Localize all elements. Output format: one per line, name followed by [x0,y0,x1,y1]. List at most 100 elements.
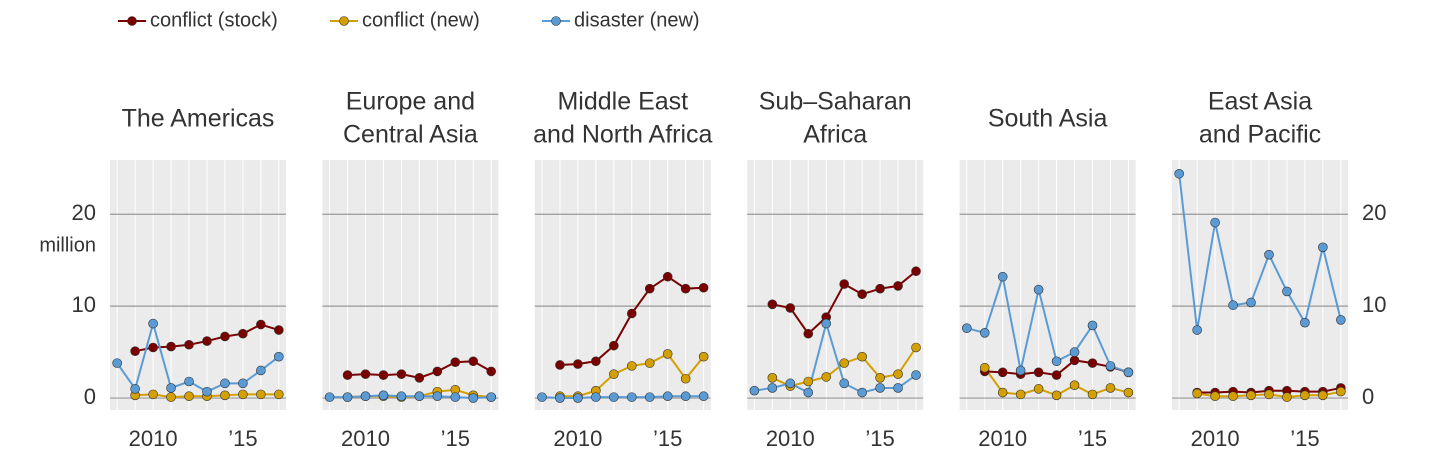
data-point [555,393,565,403]
data-point [342,392,353,402]
panel-title: The Americas [122,105,275,133]
data-point [609,369,619,379]
data-point [1264,249,1274,260]
data-point [767,383,778,393]
x-tick-label: ’15 [441,426,470,451]
data-point [1192,388,1202,399]
panel-title: Europe and [346,88,475,116]
y-tick-label: 10 [1362,292,1386,317]
data-point [573,359,583,369]
panel-title: and North Africa [533,121,712,149]
data-point [1051,390,1062,401]
data-point [1264,389,1274,400]
data-point [396,391,407,402]
panel-title: and Pacific [1199,121,1321,149]
series-line [541,395,704,400]
panel-title: Middle East [557,88,688,116]
data-point [537,392,547,402]
data-point [961,323,972,333]
data-point [857,387,867,398]
data-point [274,389,284,400]
data-point [1015,389,1026,400]
data-point [1033,367,1044,378]
data-point [184,339,194,350]
data-point [680,373,691,384]
data-point [324,392,335,402]
data-point [1087,358,1098,368]
data-point [450,392,461,402]
series-line [966,276,1129,374]
data-point [1210,391,1220,402]
x-tick-label: 2010 [978,426,1027,451]
data-point [698,351,709,362]
data-point [785,303,796,313]
y-tick-label: 0 [84,384,96,409]
data-point [555,360,565,370]
data-point [166,383,176,393]
data-point [148,389,158,400]
legend-marker [551,16,561,26]
data-point [1210,217,1220,228]
data-point [360,391,371,402]
data-point [1336,386,1346,397]
data-point [432,391,443,402]
data-point [1123,387,1134,398]
panel-title: South Asia [988,105,1108,133]
series-line [116,319,280,393]
data-point [468,393,479,403]
data-point [238,389,248,400]
data-point [256,365,266,376]
panel-title: Central Asia [343,121,478,149]
data-point [767,373,778,383]
plot-background [1172,160,1348,410]
data-point [1192,325,1202,335]
data-point [591,392,601,402]
data-point [148,318,158,329]
data-point [680,283,691,294]
data-point [803,387,814,398]
data-point [112,358,122,368]
data-point [997,271,1008,282]
data-point [626,361,637,371]
data-point [274,325,284,335]
data-point [1051,356,1062,367]
data-point [591,356,601,367]
plot-background [322,160,499,410]
data-point [857,351,867,362]
data-point [626,308,637,319]
data-point [573,393,583,403]
data-point [1051,370,1062,380]
data-point [609,340,619,351]
data-point [698,282,709,293]
data-point [256,389,266,400]
data-point [875,383,885,393]
data-point [662,271,673,282]
data-point [1033,284,1044,295]
data-point [378,370,389,380]
data-point [1069,347,1080,357]
data-point [893,383,903,393]
x-tick-label: ’15 [653,426,682,451]
data-point [274,351,284,362]
panel-title: Sub–Saharan [759,88,912,116]
data-point [1282,392,1292,402]
data-point [1318,390,1328,401]
data-point [220,390,230,401]
data-point [450,357,461,368]
data-point [1246,390,1256,401]
series-line [329,394,492,400]
data-point [997,367,1008,378]
data-point [680,391,691,402]
data-point [911,342,921,353]
data-point [432,366,443,377]
data-point [342,370,353,380]
legend-label: conflict (new) [362,9,480,31]
data-point [1087,320,1098,331]
data-point [1336,315,1346,325]
data-point [644,283,655,294]
data-point [184,376,194,387]
data-point [662,349,673,359]
data-point [626,392,637,402]
data-point [644,392,655,402]
